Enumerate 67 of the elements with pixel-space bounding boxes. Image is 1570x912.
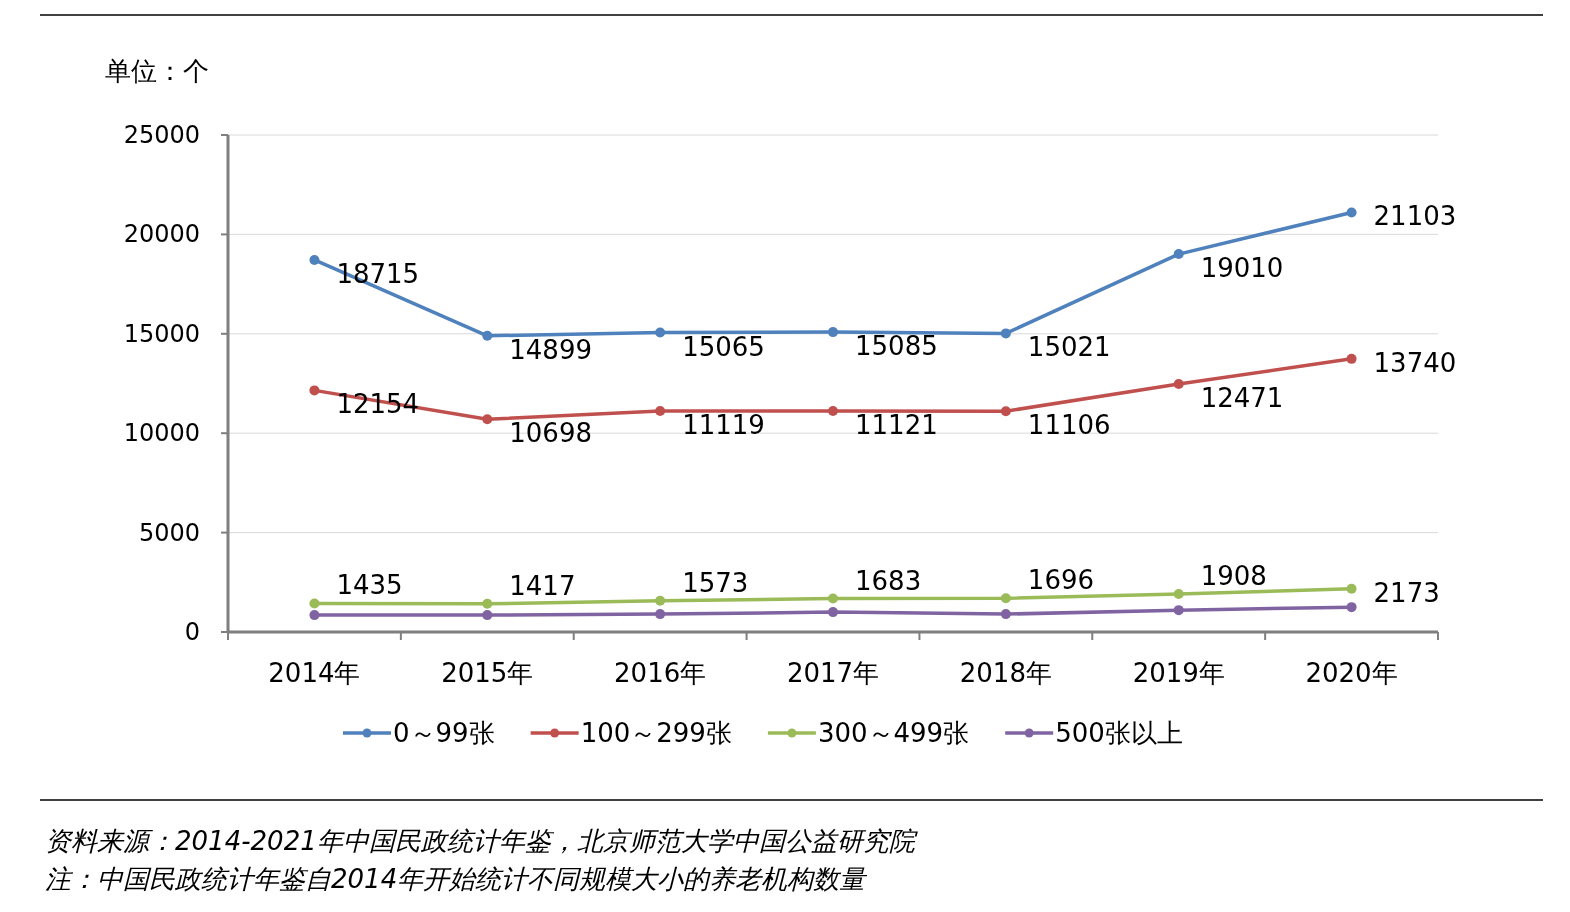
point: [1346, 353, 1357, 364]
legend-label: 300～499张: [817, 718, 970, 748]
x-tick-label: 2019年: [1132, 658, 1225, 688]
data-label: 15065: [682, 331, 765, 362]
y-tick-label: 20000: [123, 220, 200, 249]
data-label: 15021: [1027, 332, 1111, 363]
legend-label: 100～299张: [580, 718, 732, 748]
legend-label: 0～99张: [393, 718, 495, 748]
data-label: 15085: [855, 331, 938, 362]
point: [1346, 207, 1357, 218]
point: [655, 609, 666, 620]
point: [828, 327, 838, 338]
data-label: 1435: [336, 570, 403, 601]
data-label: 1683: [855, 565, 922, 596]
y-tick-label: 10000: [123, 419, 200, 448]
point: [1173, 249, 1184, 260]
point: [1346, 583, 1357, 594]
point: [1000, 609, 1011, 620]
point: [1000, 328, 1011, 339]
point: [309, 610, 320, 621]
data-label: 10698: [509, 418, 592, 449]
data-label: 14899: [509, 334, 592, 365]
point: [828, 607, 838, 618]
data-label: 11106: [1027, 410, 1111, 441]
x-tick-label: 2017年: [786, 658, 880, 688]
y-tick-label: 15000: [123, 319, 200, 348]
point: [655, 595, 666, 606]
point: [482, 610, 493, 621]
x-tick-label: 2016年: [614, 658, 707, 688]
data-label: 21103: [1373, 201, 1457, 232]
x-tick-label: 2018年: [959, 658, 1052, 688]
point: [1000, 593, 1011, 604]
data-label: 19010: [1200, 253, 1284, 284]
point: [482, 330, 493, 341]
data-label: 11119: [682, 409, 765, 440]
x-tick-label: 2020年: [1305, 658, 1398, 688]
x-tick-label: 2015年: [441, 658, 534, 688]
data-label: 12471: [1200, 383, 1284, 414]
data-label: 11121: [855, 409, 938, 440]
data-label: 1573: [682, 567, 749, 598]
y-axis-title: 单位：个: [105, 56, 209, 86]
data-label: 1417: [509, 570, 576, 601]
point: [1173, 605, 1184, 616]
point: [655, 327, 666, 338]
point: [655, 405, 666, 416]
point: [1346, 602, 1357, 613]
data-label: 1696: [1027, 565, 1095, 596]
point: [1000, 406, 1011, 417]
point: [482, 598, 493, 609]
data-label: 2173: [1373, 577, 1440, 608]
point: [309, 598, 320, 609]
point: [309, 254, 320, 265]
point: [482, 414, 493, 425]
point: [1173, 379, 1184, 390]
y-tick-label: 25000: [123, 121, 200, 149]
text: 注：中国民政统计年鉴自2014年开始统计不同规模大小的养老机构数量: [45, 864, 869, 894]
text: 资料来源：2014-2021年中国民政统计年鉴，北京师范大学中国公益研究院: [45, 826, 918, 856]
x-tick-label: 2014年: [268, 658, 361, 688]
point: [309, 385, 320, 396]
data-label: 1908: [1200, 561, 1267, 592]
y-tick-label: 0: [184, 618, 200, 646]
y-tick-label: 5000: [138, 518, 200, 547]
data-label: 13740: [1373, 347, 1457, 378]
point: [828, 593, 838, 604]
point: [1173, 589, 1184, 600]
legend-label: 500张以上: [1055, 718, 1183, 748]
point: [828, 405, 838, 416]
